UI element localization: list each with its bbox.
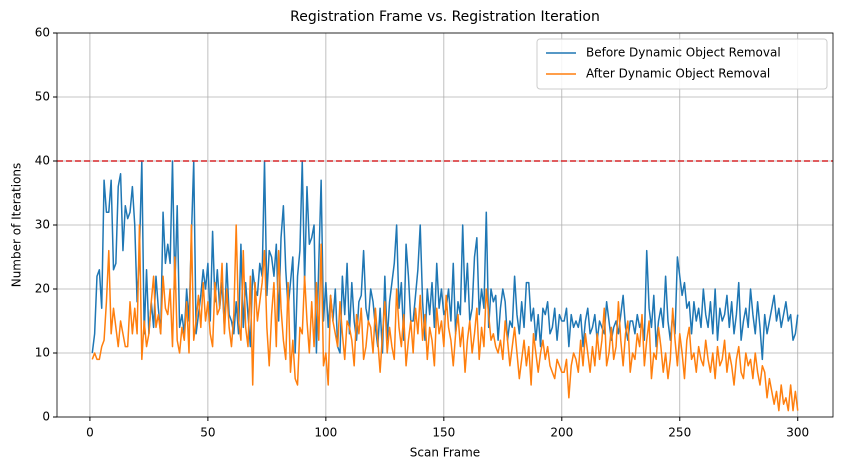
y-axis-label: Number of Iterations	[10, 163, 24, 288]
x-axis-label: Scan Frame	[410, 446, 480, 460]
x-tick-label: 50	[200, 426, 215, 440]
x-tick-label: 150	[432, 426, 455, 440]
plot-frame	[56, 32, 834, 418]
x-tick-label: 200	[550, 426, 573, 440]
y-tick-label: 30	[35, 218, 50, 232]
y-tick-label: 10	[35, 346, 50, 360]
y-tick-label: 20	[35, 282, 50, 296]
legend-label: After Dynamic Object Removal	[586, 67, 770, 81]
x-tick-label: 0	[86, 426, 94, 440]
x-tick-label: 100	[314, 426, 337, 440]
chart-title: Registration Frame vs. Registration Iter…	[290, 9, 600, 25]
y-tick-label: 40	[35, 154, 50, 168]
legend-label: Before Dynamic Object Removal	[586, 46, 781, 60]
legend-box	[536, 38, 828, 90]
x-tick-label: 300	[786, 426, 809, 440]
y-tick-label: 60	[35, 26, 50, 40]
y-tick-label: 0	[42, 410, 50, 424]
y-tick-label: 50	[35, 90, 50, 104]
x-tick-label: 250	[668, 426, 691, 440]
data-line	[91, 224, 799, 412]
